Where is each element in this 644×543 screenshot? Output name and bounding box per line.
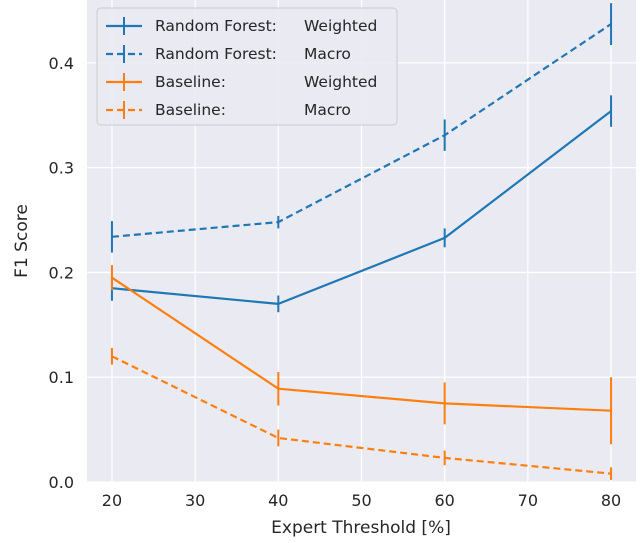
legend-label-metric: Macro [304, 45, 351, 63]
x-tick-label: 20 [102, 491, 122, 510]
legend-entry: Baseline: Weighted [106, 73, 377, 91]
legend-label-model: Baseline: [155, 101, 226, 119]
data-point [443, 237, 446, 239]
data-point [277, 437, 280, 439]
x-tick-label: 70 [518, 491, 538, 510]
x-tick-label: 40 [268, 491, 288, 510]
legend-label-model: Random Forest: [155, 45, 277, 63]
ticks: 20 30 40 50 60 70 80 0.0 0.1 0.2 0.3 0.4 [49, 54, 622, 510]
legend-box [96, 7, 398, 126]
y-axis-label: F1 Score [12, 204, 32, 278]
data-point [610, 110, 612, 112]
series-3 [110, 265, 613, 445]
data-point [610, 409, 612, 412]
y-tick-label: 0.3 [49, 159, 74, 178]
legend-entry: Baseline: Macro [106, 101, 351, 119]
y-tick-label: 0.4 [49, 54, 74, 73]
series-line [111, 110, 612, 305]
data-point [277, 303, 280, 305]
series-line [111, 276, 612, 412]
legend-label-metric: Weighted [304, 17, 377, 35]
series-2 [110, 3, 613, 253]
legend-entry: Random Forest: Macro [106, 45, 351, 63]
data-point [610, 23, 612, 25]
data-point [610, 472, 612, 475]
legend-label-metric: Weighted [304, 73, 377, 91]
legend-label-model: Random Forest: [155, 17, 277, 35]
data-point [277, 221, 280, 223]
legend-label-model: Baseline: [155, 73, 226, 91]
data-point [277, 387, 280, 390]
data-point [111, 236, 113, 238]
y-tick-label: 0.2 [49, 263, 74, 282]
x-tick-label: 80 [601, 491, 621, 510]
data-point [111, 276, 113, 279]
data-point [443, 457, 446, 459]
series-line [111, 355, 612, 475]
series-line [111, 23, 612, 238]
data-point [443, 134, 446, 136]
data-point [443, 402, 446, 405]
y-tick-label: 0.1 [49, 368, 74, 387]
y-tick-label: 0.0 [49, 473, 74, 492]
legend-entry: Random Forest: Weighted [106, 17, 377, 35]
x-axis-label: Expert Threshold [%] [271, 518, 451, 538]
x-tick-label: 50 [351, 491, 371, 510]
series-4 [110, 347, 613, 480]
legend: Random Forest: Weighted Random Forest: Macr… [96, 7, 398, 126]
x-tick-label: 30 [185, 491, 205, 510]
data-point [111, 355, 113, 358]
series-layer [110, 3, 613, 480]
legend-label-metric: Macro [304, 101, 351, 119]
x-tick-label: 60 [435, 491, 455, 510]
